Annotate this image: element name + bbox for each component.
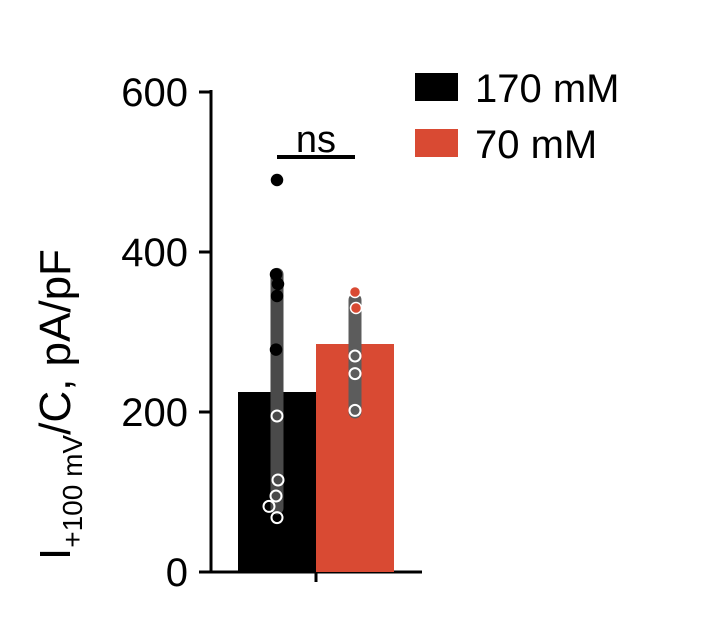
- y-ticks: 0 200 400 600: [121, 71, 211, 595]
- y-tick-label: 400: [121, 231, 188, 275]
- data-point: [348, 285, 362, 299]
- data-points: [262, 173, 363, 525]
- data-point: [271, 473, 285, 487]
- data-point: [269, 343, 283, 356]
- data-point: [348, 367, 362, 381]
- legend-label-170mm: 170 mM: [475, 67, 620, 111]
- significance-label: ns: [296, 119, 336, 161]
- y-tick-label: 0: [166, 551, 188, 595]
- data-point: [271, 277, 285, 291]
- data-point: [270, 511, 284, 525]
- legend-label-70mm: 70 mM: [475, 123, 597, 167]
- data-point: [270, 409, 284, 423]
- y-axis-label-main: I: [31, 548, 80, 560]
- y-tick-label: 600: [121, 71, 188, 115]
- data-point: [349, 301, 363, 315]
- data-point: [270, 173, 284, 187]
- bars: [238, 344, 394, 572]
- legend-swatch-70mm: [415, 129, 458, 157]
- legend-swatch-170mm: [415, 73, 458, 101]
- data-point: [348, 403, 362, 417]
- data-point: [262, 499, 276, 513]
- data-point: [269, 489, 283, 503]
- data-point: [348, 349, 362, 363]
- error-bars: [270, 267, 362, 515]
- y-axis-label: I+100 mV/C, pA/pF: [31, 249, 88, 560]
- data-point: [270, 289, 284, 303]
- legend: 170 mM 70 mM: [415, 67, 620, 167]
- y-axis-label-rest: /C, pA/pF: [31, 249, 80, 435]
- y-axis-label-subscript: +100 mV: [57, 435, 88, 548]
- y-tick-label: 200: [121, 391, 188, 435]
